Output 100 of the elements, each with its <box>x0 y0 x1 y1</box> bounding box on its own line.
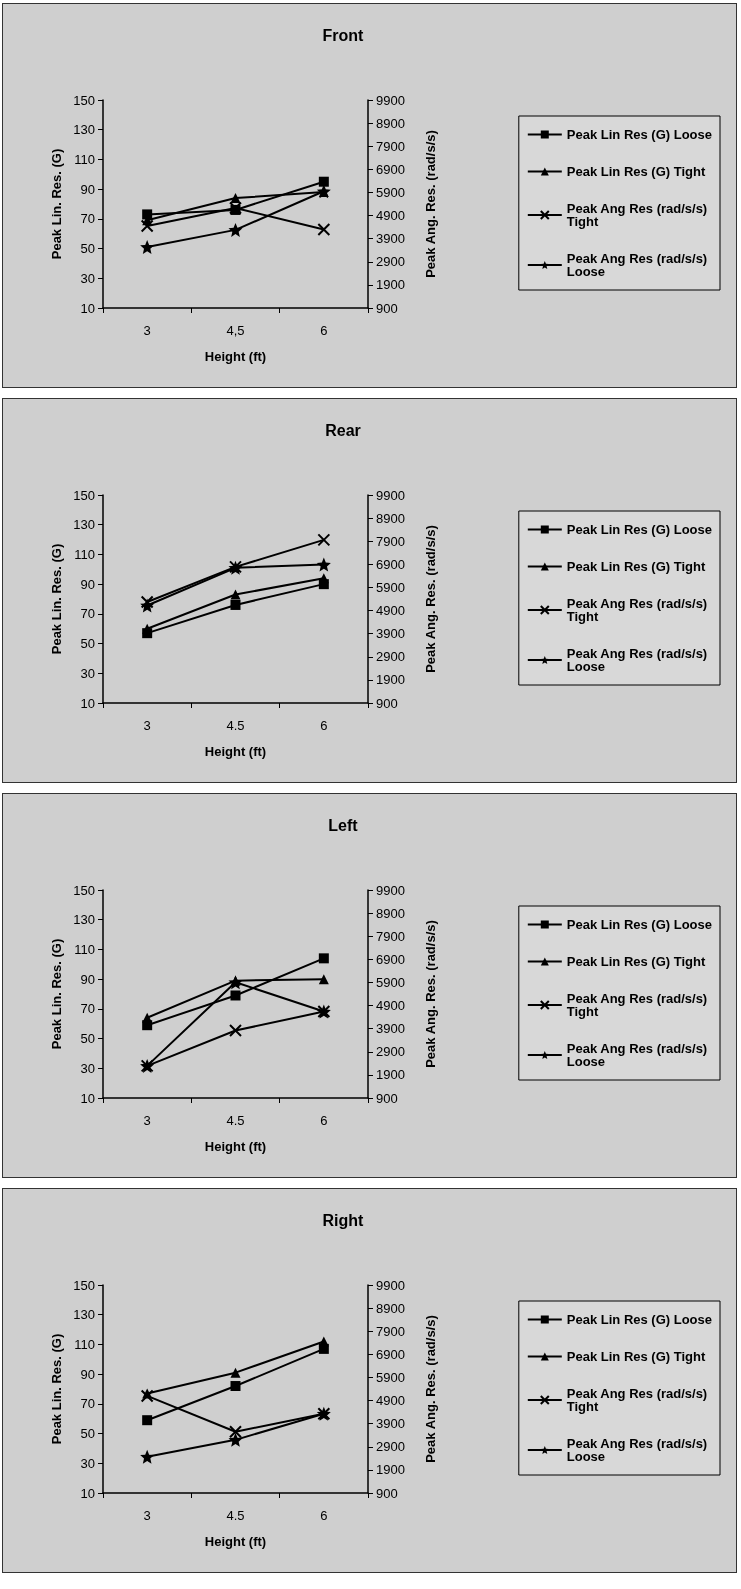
x-tick-label: 6 <box>320 323 328 338</box>
legend-label: Peak Ang Res (rad/s/s) Loose <box>566 251 711 279</box>
y-axis-title: Peak Lin. Res. (G) <box>49 148 64 260</box>
y2-tick-label: 5900 <box>376 974 405 990</box>
x-tick-label: 6 <box>320 1113 328 1128</box>
y-tick-label: 70 <box>80 211 95 227</box>
y-tick-label: 10 <box>80 1090 95 1106</box>
y-tick-label: 10 <box>80 695 95 711</box>
y2-tick-label: 900 <box>376 1090 398 1106</box>
y-tick-label: 150 <box>73 92 95 108</box>
y2-tick-label: 6900 <box>376 556 405 572</box>
y-tick-label: 130 <box>73 912 95 928</box>
x-tick-label: 3 <box>143 1508 151 1523</box>
x-tick-label: 3 <box>143 1113 151 1128</box>
y2-tick-label: 4900 <box>376 1393 405 1409</box>
y2-tick-label: 5900 <box>376 184 405 200</box>
legend-label: Peak Ang Res (rad/s/s) Tight <box>566 201 711 229</box>
legend-label: Peak Ang Res (rad/s/s) Loose <box>566 1041 711 1069</box>
y-tick-label: 30 <box>80 665 95 681</box>
y-tick-label: 90 <box>80 181 95 197</box>
y2-tick-label: 3900 <box>376 231 405 247</box>
legend-label: Peak Ang Res (rad/s/s) Tight <box>566 991 711 1019</box>
y2-tick-label: 8900 <box>376 1300 405 1316</box>
x-tick-label: 4,5 <box>226 323 245 338</box>
legend-label: Peak Lin Res (G) Loose <box>566 917 712 932</box>
x-axis-title: Height (ft) <box>204 349 267 364</box>
y2-tick-label: 9900 <box>376 92 405 108</box>
y-tick-label: 70 <box>80 1396 95 1412</box>
y2-tick-label: 9900 <box>376 487 405 503</box>
y2-tick-label: 3900 <box>376 1416 405 1432</box>
y-tick-label: 150 <box>73 487 95 503</box>
y2-axis-title: Peak Ang. Res. (rad/s/s) <box>423 920 438 1068</box>
legend-label: Peak Ang Res (rad/s/s) Loose <box>566 1436 711 1464</box>
y-tick-label: 150 <box>73 1277 95 1293</box>
y2-axis-title: Peak Ang. Res. (rad/s/s) <box>423 1315 438 1463</box>
y2-tick-label: 900 <box>376 695 398 711</box>
y-axis-title: Peak Lin. Res. (G) <box>49 1333 64 1445</box>
x-tick-label: 3 <box>143 323 151 338</box>
y2-tick-label: 2900 <box>376 1439 405 1455</box>
y-tick-label: 110 <box>74 151 95 167</box>
legend-label: Peak Ang Res (rad/s/s) Tight <box>566 1386 711 1414</box>
y-tick-label: 110 <box>74 941 95 957</box>
legend-label: Peak Lin Res (G) Loose <box>566 522 712 537</box>
y-tick-label: 30 <box>80 1455 95 1471</box>
y-tick-label: 90 <box>80 1366 95 1382</box>
y2-tick-label: 1900 <box>376 1462 405 1478</box>
y-tick-label: 90 <box>80 576 95 592</box>
y2-tick-label: 9900 <box>376 882 405 898</box>
chart-title: Rear <box>325 421 361 439</box>
y2-axis-title: Peak Ang. Res. (rad/s/s) <box>423 130 438 278</box>
x-tick-label: 6 <box>320 1508 328 1523</box>
y-tick-label: 50 <box>80 241 95 257</box>
y2-tick-label: 9900 <box>376 1277 405 1293</box>
y-tick-label: 150 <box>73 882 95 898</box>
y-tick-label: 50 <box>80 1031 95 1047</box>
chart-title: Left <box>328 816 359 834</box>
y2-tick-label: 6900 <box>376 161 405 177</box>
y-tick-label: 50 <box>80 636 95 652</box>
y2-tick-label: 8900 <box>376 905 405 921</box>
y2-tick-label: 3900 <box>376 626 405 642</box>
y2-tick-label: 6900 <box>376 1346 405 1362</box>
legend-label: Peak Lin Res (G) Tight <box>566 1349 706 1364</box>
y2-tick-label: 4900 <box>376 208 405 224</box>
y-tick-label: 130 <box>73 1307 95 1323</box>
y2-tick-label: 4900 <box>376 998 405 1014</box>
y2-tick-label: 3900 <box>376 1021 405 1037</box>
y-tick-label: 90 <box>80 971 95 987</box>
legend-label: Peak Ang Res (rad/s/s) Loose <box>566 646 711 674</box>
x-tick-label: 4.5 <box>226 1113 245 1128</box>
x-tick-label: 6 <box>320 718 328 733</box>
y2-tick-label: 7900 <box>376 1323 405 1339</box>
y-tick-label: 130 <box>73 122 95 138</box>
legend-label: Peak Ang Res (rad/s/s) Tight <box>566 596 711 624</box>
y2-tick-label: 1900 <box>376 1067 405 1083</box>
y-axis-title: Peak Lin. Res. (G) <box>49 543 64 655</box>
legend-label: Peak Lin Res (G) Loose <box>566 127 712 142</box>
y-tick-label: 50 <box>80 1426 95 1442</box>
y2-tick-label: 8900 <box>376 115 405 131</box>
y2-tick-label: 1900 <box>376 277 405 293</box>
y-tick-label: 30 <box>80 1060 95 1076</box>
x-axis-title: Height (ft) <box>204 744 267 759</box>
y-tick-label: 70 <box>80 1001 95 1017</box>
y2-tick-label: 7900 <box>376 138 405 154</box>
y2-tick-label: 5900 <box>376 579 405 595</box>
y-tick-label: 110 <box>74 1336 95 1352</box>
chart-title: Front <box>322 26 365 44</box>
x-tick-label: 3 <box>143 718 151 733</box>
y2-tick-label: 2900 <box>376 254 405 270</box>
legend-label: Peak Lin Res (G) Tight <box>566 559 706 574</box>
y2-tick-label: 2900 <box>376 649 405 665</box>
y-tick-label: 30 <box>80 270 95 286</box>
y2-tick-label: 6900 <box>376 951 405 967</box>
y2-tick-label: 4900 <box>376 603 405 619</box>
y2-tick-label: 7900 <box>376 533 405 549</box>
y2-tick-label: 900 <box>376 300 398 316</box>
y2-tick-label: 8900 <box>376 510 405 526</box>
x-axis-title: Height (ft) <box>204 1139 267 1154</box>
y-tick-label: 70 <box>80 606 95 622</box>
x-tick-label: 4.5 <box>226 718 245 733</box>
y-tick-label: 130 <box>73 517 95 533</box>
